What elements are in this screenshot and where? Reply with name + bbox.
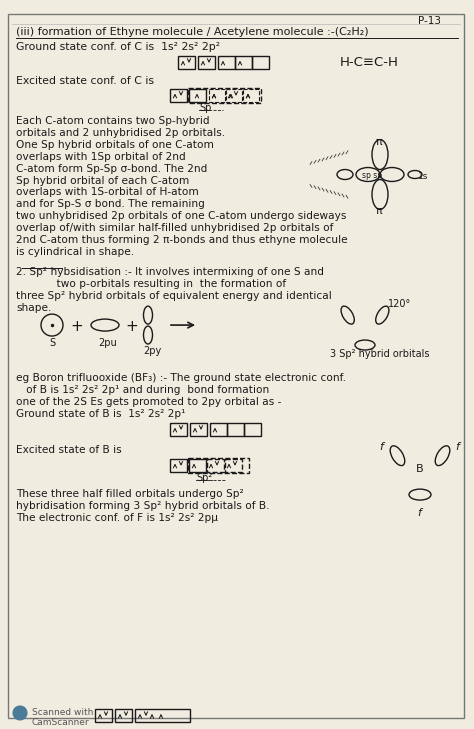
Text: +: + [125, 319, 138, 334]
Bar [170, 459, 187, 472]
Text: π: π [376, 206, 383, 217]
Text: S: S [49, 338, 55, 348]
Bar [170, 423, 187, 436]
Text: +: + [70, 319, 83, 334]
Text: Sp²: Sp² [196, 472, 212, 483]
Text: Sp: Sp [199, 103, 211, 113]
Bar [225, 459, 242, 472]
Bar [218, 56, 235, 69]
Text: sp sp: sp sp [362, 171, 382, 179]
Text: 2nd C-atom thus forming 2 π-bonds and thus ethyne molecule: 2nd C-atom thus forming 2 π-bonds and th… [16, 235, 347, 246]
Circle shape [13, 706, 27, 720]
Text: Ground state conf. of C is  1s² 2s² 2p²: Ground state conf. of C is 1s² 2s² 2p² [16, 42, 220, 52]
Text: f: f [379, 442, 383, 452]
Text: Scanned with: Scanned with [32, 708, 93, 717]
Text: 120°: 120° [388, 299, 411, 309]
Bar [115, 709, 132, 722]
Text: f: f [417, 507, 421, 518]
Text: (iii) formation of Ethyne molecule / Acetylene molecule :-(C₂H₂): (iii) formation of Ethyne molecule / Ace… [16, 27, 369, 37]
Text: overlap of/with similar half-filled unhybridised 2p orbitals of: overlap of/with similar half-filled unhy… [16, 223, 333, 233]
Text: two p-orbitals resulting in  the formation of: two p-orbitals resulting in the formatio… [16, 279, 286, 289]
Bar [252, 56, 269, 69]
Text: f: f [455, 442, 459, 452]
Text: of B is 1s² 2s² 2p¹ and during  bond formation: of B is 1s² 2s² 2p¹ and during bond form… [16, 385, 269, 395]
Text: two unhybridised 2p orbitals of one C-atom undergo sideways: two unhybridised 2p orbitals of one C-at… [16, 211, 346, 222]
Text: overlaps with 1Sp orbital of 2nd: overlaps with 1Sp orbital of 2nd [16, 152, 186, 162]
Bar [244, 423, 261, 436]
Bar [243, 89, 259, 102]
Text: These three half filled orbitals undergo Sp²: These three half filled orbitals undergo… [16, 488, 244, 499]
Text: Excited state conf. of C is: Excited state conf. of C is [16, 76, 154, 86]
Text: B: B [416, 464, 424, 474]
Text: Excited state of B is: Excited state of B is [16, 445, 122, 455]
Text: is cylindrical in shape.: is cylindrical in shape. [16, 247, 134, 257]
Bar [95, 709, 112, 722]
Bar [210, 423, 227, 436]
Text: H-C≡C-H: H-C≡C-H [340, 56, 399, 69]
Bar [189, 459, 206, 472]
Bar [198, 56, 215, 69]
Text: and for Sp-S σ bond. The remaining: and for Sp-S σ bond. The remaining [16, 200, 205, 209]
Bar [227, 423, 244, 436]
Text: eg Boron trifluooxide (BF₃) :- The ground state electronic conf.: eg Boron trifluooxide (BF₃) :- The groun… [16, 373, 346, 383]
Text: overlaps with 1S-orbital of H-atom: overlaps with 1S-orbital of H-atom [16, 187, 199, 198]
Text: 3 Sp² hybrid orbitals: 3 Sp² hybrid orbitals [330, 349, 429, 359]
Text: One Sp hybrid orbitals of one C-atom: One Sp hybrid orbitals of one C-atom [16, 139, 214, 149]
Text: Ground state of B is  1s² 2s² 2p¹: Ground state of B is 1s² 2s² 2p¹ [16, 409, 185, 419]
Text: C-atom form Sp-Sp σ-bond. The 2nd: C-atom form Sp-Sp σ-bond. The 2nd [16, 163, 207, 174]
Bar [178, 56, 195, 69]
Text: 2. Sp² hybsidisation :- It involves intermixing of one S and: 2. Sp² hybsidisation :- It involves inte… [16, 268, 324, 277]
Text: one of the 2S Es gets promoted to 2py orbital as -: one of the 2S Es gets promoted to 2py or… [16, 397, 282, 407]
Text: P-13: P-13 [418, 16, 441, 26]
Text: CamScanner: CamScanner [32, 718, 90, 727]
Bar [209, 89, 225, 102]
Bar [207, 459, 224, 472]
Bar [189, 89, 206, 102]
Text: 2py: 2py [143, 346, 161, 356]
Text: 1s: 1s [418, 171, 428, 181]
Text: π: π [376, 136, 383, 147]
Text: orbitals and 2 unhybridised 2p orbitals.: orbitals and 2 unhybridised 2p orbitals. [16, 128, 225, 138]
Text: hybridisation forming 3 Sp² hybrid orbitals of B.: hybridisation forming 3 Sp² hybrid orbit… [16, 501, 270, 510]
Text: The electronic conf. of F is 1s² 2s² 2pµ: The electronic conf. of F is 1s² 2s² 2pµ [16, 512, 218, 523]
Text: Each C-atom contains two Sp-hybrid: Each C-atom contains two Sp-hybrid [16, 116, 210, 125]
Bar [190, 423, 207, 436]
Text: three Sp² hybrid orbitals of equivalent energy and identical: three Sp² hybrid orbitals of equivalent … [16, 291, 332, 301]
Bar [135, 709, 190, 722]
Text: shape.: shape. [16, 303, 51, 313]
Bar [235, 56, 252, 69]
Bar [226, 89, 242, 102]
Text: 2pu: 2pu [98, 338, 117, 348]
Bar [170, 89, 187, 102]
Text: Sp hybrid orbital of each C-atom: Sp hybrid orbital of each C-atom [16, 176, 189, 185]
